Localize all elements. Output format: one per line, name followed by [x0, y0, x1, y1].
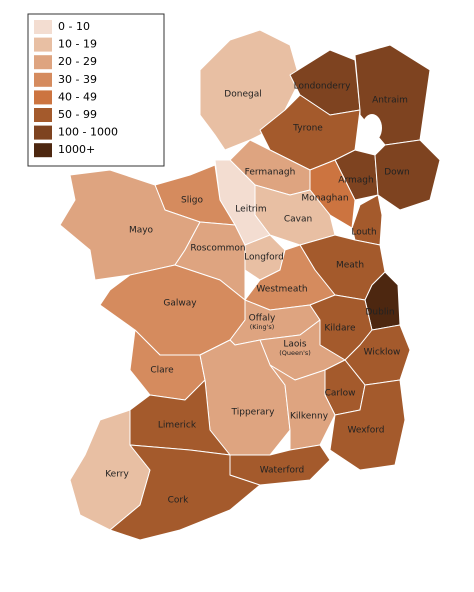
county-label: Fermanagh — [245, 168, 296, 178]
county-label: Cavan — [284, 215, 312, 225]
county-label: Limerick — [158, 421, 197, 431]
legend-swatch — [34, 108, 52, 122]
county-note: (Queen's) — [279, 349, 311, 357]
county-label: Clare — [150, 366, 174, 376]
legend-swatch — [34, 55, 52, 70]
county-label: Monaghan — [301, 194, 348, 204]
county-label: Antraim — [372, 96, 408, 106]
county-label: Armagh — [338, 176, 373, 186]
legend-label: 50 - 99 — [58, 108, 97, 121]
legend-label: 0 - 10 — [58, 20, 90, 33]
legend-label: 100 - 1000 — [58, 126, 118, 139]
county-label: Wicklow — [364, 348, 401, 358]
county-region — [374, 139, 441, 211]
county-label: Londonderry — [294, 82, 351, 92]
legend-label: 1000+ — [58, 143, 95, 156]
county-region — [199, 339, 291, 456]
county-label: Laois — [283, 340, 307, 350]
county-label: Waterford — [260, 466, 305, 476]
county-label: Sligo — [181, 196, 203, 206]
legend-label: 10 - 19 — [58, 38, 97, 51]
legend-swatch — [34, 125, 52, 140]
county-region — [229, 444, 331, 486]
county-label: Carlow — [325, 389, 356, 399]
county-label: Longford — [244, 253, 284, 263]
county-label: Roscommon — [190, 244, 245, 254]
county-label: Galway — [163, 299, 197, 309]
legend-swatch — [34, 90, 52, 105]
county-label: Down — [384, 168, 410, 178]
county-label: Westmeath — [256, 285, 307, 295]
legend-label: 20 - 29 — [58, 55, 97, 68]
county-label: Donegal — [224, 90, 261, 100]
label-layer: Donegal Londonderry Antraim Tyrone Fermanagh… — [105, 82, 410, 506]
legend-label: 40 - 49 — [58, 90, 97, 103]
county-label: Tipperary — [231, 408, 276, 418]
legend-swatch — [34, 20, 52, 34]
county-label: Tyrone — [292, 124, 323, 134]
county-label: Wexford — [347, 426, 384, 436]
legend-swatch — [34, 72, 52, 87]
county-label: Meath — [336, 261, 364, 271]
county-label: Dublin — [365, 308, 394, 318]
county-label: Mayo — [129, 226, 154, 236]
legend-label: 30 - 39 — [58, 73, 97, 86]
county-layer — [59, 29, 441, 541]
county-note: (King's) — [250, 323, 275, 331]
county-label: Offaly — [249, 314, 276, 324]
county-label: Kilkenny — [290, 412, 329, 422]
county-region — [109, 444, 261, 541]
county-label: Cork — [168, 496, 189, 506]
county-region — [329, 379, 406, 471]
county-label: Kildare — [324, 324, 356, 334]
county-region — [269, 364, 336, 451]
county-label: Louth — [351, 228, 376, 238]
legend-swatch — [34, 37, 52, 52]
lough-neagh — [362, 114, 382, 142]
county-label: Leitrim — [235, 205, 266, 215]
legend-swatch — [34, 143, 52, 158]
legend: 0 - 10 10 - 19 20 - 29 30 - 39 40 - 49 50 - 9… — [27, 13, 165, 167]
county-region — [351, 194, 383, 246]
county-label: Kerry — [105, 470, 129, 480]
